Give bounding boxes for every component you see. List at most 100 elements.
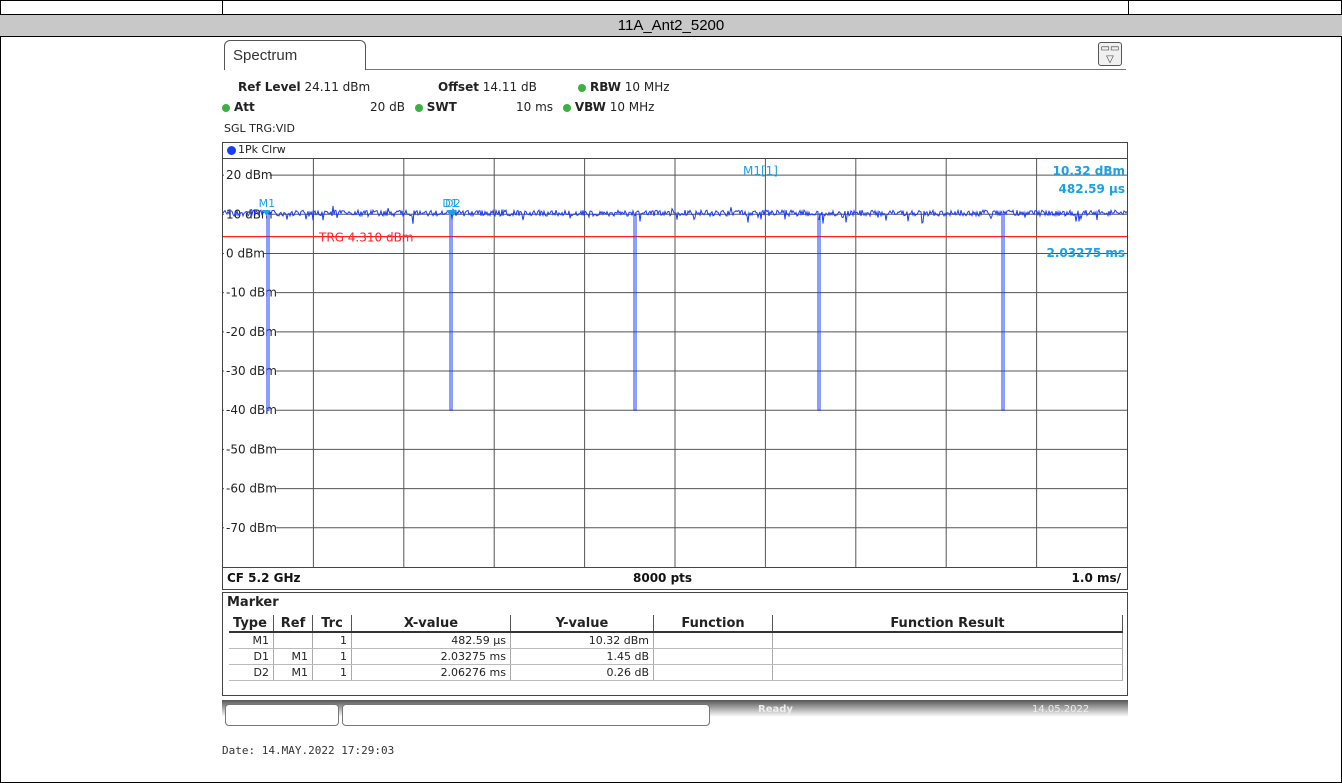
y-tick-label: -50 dBm	[226, 442, 277, 456]
att-label: Att	[234, 100, 255, 114]
marker-readout-label: M1[1]	[743, 164, 778, 178]
trigger-mode: SGL TRG:VID	[224, 122, 295, 135]
y-tick-label: -70 dBm	[226, 521, 277, 535]
tab-spectrum[interactable]: Spectrum	[224, 40, 366, 70]
sweep-points: 8000 pts	[633, 571, 693, 585]
col-trc: Trc	[312, 615, 352, 633]
time-scale: 1.0 ms/	[1071, 571, 1121, 585]
marker-readout-level: 10.32 dBm	[1053, 164, 1125, 178]
y-tick-label-bg	[224, 323, 277, 340]
swt-status-icon	[414, 103, 423, 112]
center-frequency: CF 5.2 GHz	[227, 571, 301, 585]
y-tick-label-bg	[224, 206, 270, 223]
marker-label-m1: M1	[259, 197, 276, 210]
marker-table-title: Marker	[227, 595, 279, 610]
marker-table: Type Ref Trc X-value Y-value Function Fu…	[229, 615, 1123, 681]
marker-symbol	[449, 210, 458, 217]
status-field-left[interactable]	[225, 704, 339, 726]
cell-y-value: 1.45 dB	[510, 648, 654, 665]
offset-value: 14.11 dB	[482, 80, 537, 94]
y-tick-label: 0 dBm	[226, 246, 265, 260]
status-field-message[interactable]	[342, 704, 710, 726]
plot-footer: CF 5.2 GHz 8000 pts 1.0 ms/	[222, 568, 1128, 590]
rbw-value: 10 MHz	[624, 80, 670, 94]
marker-label-d2: D2	[445, 197, 460, 210]
cell-function-result	[772, 664, 1123, 681]
trace-header: 1Pk Clrw	[222, 142, 1128, 158]
y-tick-label-bg	[224, 363, 277, 380]
header-strip	[0, 0, 1342, 15]
menu-toggle-icon[interactable]: ▭▭ ▽	[1098, 42, 1122, 66]
swt-value: 10 ms	[516, 100, 554, 114]
status-ready: Ready	[758, 704, 793, 715]
page-title: 11A_Ant2_5200	[0, 15, 1342, 37]
col-y-value: Y-value	[510, 615, 654, 633]
trace-label: 1Pk Clrw	[238, 143, 286, 156]
tab-divider	[366, 69, 1126, 70]
cell-function	[653, 648, 773, 665]
table-row[interactable]: D2 M1 1 2.06276 ms 0.26 dB	[229, 664, 1123, 681]
status-datetime: 14.05.2022	[1032, 704, 1090, 715]
cell-x-value: 2.06276 ms	[351, 664, 511, 681]
y-tick-label: -40 dBm	[226, 403, 277, 417]
marker-symbol	[262, 210, 271, 217]
vbw-label: VBW	[574, 100, 606, 114]
y-tick-label-bg	[224, 519, 277, 536]
marker-readout-time: 482.59 µs	[1059, 182, 1125, 196]
y-tick-label: -30 dBm	[226, 364, 277, 378]
rbw-status-icon	[578, 83, 586, 92]
col-type: Type	[229, 615, 274, 633]
y-tick-label: -10 dBm	[226, 286, 277, 300]
y-tick-label-bg	[224, 441, 277, 458]
att-status-icon	[222, 103, 230, 112]
cell-ref: M1	[273, 664, 313, 681]
trace-color-icon	[227, 145, 236, 155]
ref-level-value: 24.11 dBm	[304, 80, 371, 94]
cell-ref	[273, 632, 313, 649]
cell-x-value: 482.59 µs	[351, 632, 511, 649]
col-ref: Ref	[273, 615, 313, 633]
marker-table-panel: Marker Type Ref Trc X-value Y-value Func…	[222, 592, 1128, 696]
col-function: Function	[653, 615, 773, 633]
rbw-label: RBW	[590, 80, 621, 94]
marker-label-d1: D1	[442, 197, 457, 210]
vbw-status-icon	[562, 103, 571, 112]
y-tick-label-bg	[224, 167, 270, 184]
y-tick-label: -20 dBm	[226, 325, 277, 339]
spectrum-plot[interactable]: 20 dBm 10 dBm 0 dBm -10 dBm -20 dBm -30 dBm -4…	[222, 158, 1128, 568]
cell-y-value: 0.26 dB	[510, 664, 654, 681]
y-tick-label-bg	[224, 284, 277, 301]
trace-line	[222, 205, 1128, 411]
col-function-result: Function Result	[772, 615, 1123, 633]
cell-x-value: 2.03275 ms	[351, 648, 511, 665]
analyzer-screen: Spectrum ▭▭ ▽ Ref Level 24.11 dBm Offset …	[222, 38, 1128, 728]
offset-label: Offset	[438, 80, 479, 94]
cell-function	[653, 632, 773, 649]
cell-ref: M1	[273, 648, 313, 665]
y-tick-label-bg	[224, 480, 277, 497]
marker-readout-delta: 2.03275 ms	[1047, 246, 1125, 260]
cell-y-value: 10.32 dBm	[510, 632, 654, 649]
status-bar: Ready 14.05.2022	[222, 700, 1128, 728]
cell-function	[653, 664, 773, 681]
table-row[interactable]: D1 M1 1 2.03275 ms 1.45 dB	[229, 648, 1123, 665]
y-tick-label: 20 dBm	[226, 168, 273, 182]
att-value: 20 dB	[370, 100, 405, 114]
vbw-value: 10 MHz	[609, 100, 655, 114]
y-tick-label-bg	[224, 245, 263, 262]
cell-function-result	[772, 632, 1123, 649]
y-tick-label: -60 dBm	[226, 482, 277, 496]
measurement-settings: Ref Level 24.11 dBm Offset 14.11 dB RBW …	[222, 76, 1128, 146]
cell-type: D2	[229, 664, 274, 681]
table-row[interactable]: M1 1 482.59 µs 10.32 dBm	[229, 632, 1123, 649]
cell-trc: 1	[312, 648, 352, 665]
cell-trc: 1	[312, 664, 352, 681]
cell-type: D1	[229, 648, 274, 665]
y-tick-label-bg	[224, 402, 277, 419]
cell-trc: 1	[312, 632, 352, 649]
swt-label: SWT	[426, 100, 457, 114]
cell-type: M1	[229, 632, 274, 649]
date-footer: Date: 14.MAY.2022 17:29:03	[222, 744, 395, 757]
trigger-label: TRG 4.310 dBm	[318, 231, 414, 245]
